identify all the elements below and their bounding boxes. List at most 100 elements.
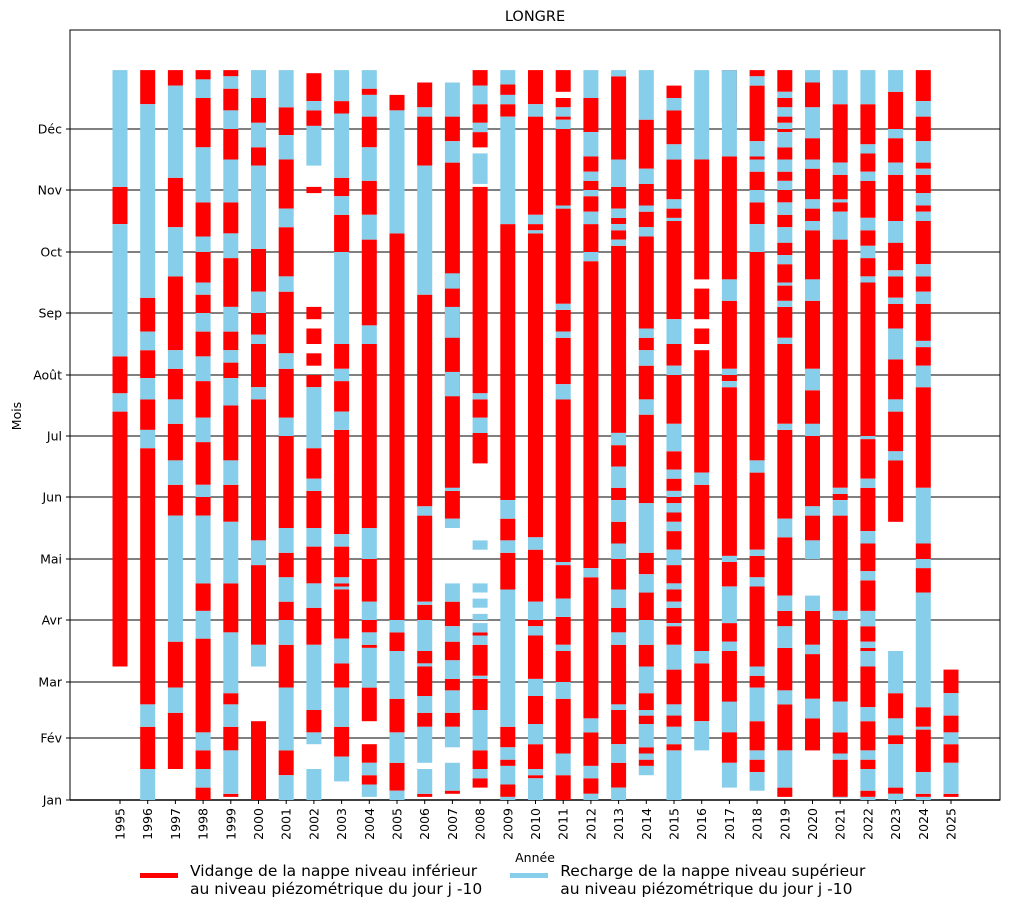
x-tick-label: 2010 — [528, 808, 543, 840]
bar-segment-vidange-2015 — [666, 85, 682, 98]
bar-segment-recharge-2022 — [860, 641, 876, 648]
x-tick-label: 2006 — [417, 808, 432, 840]
bar-segment-vidange-2006 — [417, 82, 433, 108]
bar-segment-recharge-2004 — [361, 70, 377, 89]
bar-segment-vidange-2004 — [361, 116, 377, 148]
bar-segment-recharge-2011 — [555, 205, 571, 209]
bar-segment-recharge-2011 — [555, 384, 571, 400]
bar-segment-vidange-2020 — [805, 230, 820, 280]
bar-segment-vidange-2015 — [666, 589, 682, 602]
bar-segment-vidange-2008 — [472, 132, 488, 148]
bar-segment-vidange-2020 — [805, 390, 820, 424]
bar-segment-vidange-2000 — [251, 565, 266, 645]
x-tick-label: 1998 — [196, 808, 211, 840]
bar-segment-recharge-2014 — [638, 227, 654, 237]
bar-segment-recharge-2014 — [638, 205, 654, 212]
bar-segment-recharge-1997 — [167, 687, 183, 713]
bar-segment-recharge-2023 — [888, 129, 904, 139]
bar-segment-recharge-1995 — [112, 393, 128, 412]
bar-segment-vidange-2019 — [777, 429, 793, 519]
y-tick-label: Jun — [41, 490, 62, 505]
bar-segment-vidange-2015 — [666, 744, 682, 751]
bar-segment-vidange-2007 — [444, 641, 460, 661]
bar-segment-recharge-2015 — [666, 549, 682, 566]
bar-segment-vidange-2001 — [278, 159, 294, 209]
bar-segment-vidange-2020 — [805, 610, 820, 645]
bar-segment-recharge-1996 — [140, 104, 156, 298]
bar-segment-vidange-2024 — [915, 347, 931, 366]
bar-segment-recharge-2022 — [860, 707, 876, 722]
bar-segment-vidange-2015 — [666, 208, 682, 218]
bar-segment-vidange-2015 — [666, 712, 682, 727]
bar-segment-vidange-2008 — [472, 399, 488, 418]
bar-segment-vidange-2019 — [777, 190, 793, 203]
bar-segment-vidange-2022 — [860, 790, 876, 797]
bar-segment-recharge-2024 — [915, 168, 931, 175]
bar-segment-recharge-2015 — [666, 644, 682, 670]
bar-segment-recharge-2010 — [528, 214, 543, 225]
bar-segment-vidange-2006 — [417, 666, 433, 696]
bar-segment-recharge-2001 — [278, 276, 294, 292]
bar-segment-recharge-2024 — [915, 193, 931, 206]
bar-segment-recharge-2008 — [472, 623, 488, 633]
bar-segment-recharge-2009 — [500, 540, 516, 553]
bar-segment-vidange-2014 — [638, 693, 654, 710]
bar-segment-recharge-2019 — [777, 227, 793, 243]
bar-segment-recharge-2022 — [860, 70, 876, 105]
bar-segment-vidange-2013 — [611, 487, 627, 501]
bar-segment-recharge-2001 — [278, 208, 294, 228]
bar-segment-recharge-2005 — [389, 651, 405, 699]
bar-segment-recharge-2007 — [444, 660, 460, 679]
bar-segment-vidange-1998 — [195, 638, 211, 733]
bar-segment-recharge-1995 — [112, 224, 128, 357]
bar-segment-vidange-1999 — [223, 129, 239, 160]
bar-segment-vidange-2006 — [417, 604, 433, 621]
bar-segment-recharge-2023 — [888, 451, 904, 461]
bar-segment-vidange-2007 — [444, 712, 460, 727]
bar-segment-vidange-2002 — [306, 73, 322, 102]
bar-segment-vidange-2018 — [749, 156, 765, 160]
bar-segment-recharge-2008 — [472, 417, 488, 433]
bar-segment-recharge-2018 — [749, 141, 765, 157]
x-tick-label: 2016 — [694, 808, 709, 840]
bar-segment-vidange-2025 — [943, 744, 959, 763]
bar-segment-recharge-2008 — [472, 675, 488, 679]
bar-segment-vidange-2017 — [721, 562, 737, 587]
bar-segment-vidange-2020 — [805, 82, 820, 108]
bar-segment-recharge-2002 — [306, 478, 322, 491]
bar-segment-vidange-2014 — [638, 211, 654, 228]
bar-segment-vidange-2006 — [417, 515, 433, 602]
chart-title: LONGRE — [505, 9, 565, 25]
bar-segment-vidange-2015 — [666, 344, 682, 366]
bar-segment-recharge-2014 — [638, 753, 654, 760]
bar-segment-recharge-2002 — [306, 387, 322, 449]
bar-segment-vidange-2023 — [888, 303, 904, 329]
bar-segment-vidange-2001 — [278, 552, 294, 578]
bar-segment-vidange-2004 — [361, 344, 377, 528]
bar-segment-vidange-2021 — [832, 515, 848, 611]
bar-segment-recharge-1998 — [195, 236, 211, 252]
bar-segment-recharge-2018 — [749, 224, 765, 252]
bar-segment-recharge-2020 — [805, 70, 820, 83]
bar-segment-recharge-2001 — [278, 135, 294, 160]
bar-segment-recharge-2002 — [306, 583, 322, 608]
bar-segment-recharge-1999 — [223, 350, 239, 363]
bar-segment-vidange-2000 — [251, 344, 266, 388]
bar-segment-recharge-2022 — [860, 217, 876, 231]
bar-segment-recharge-2009 — [500, 70, 516, 85]
bar-segment-recharge-2017 — [721, 762, 737, 788]
bar-segment-vidange-2001 — [278, 227, 294, 277]
bar-segment-recharge-1999 — [223, 110, 239, 129]
bar-segment-vidange-2023 — [888, 91, 904, 129]
bar-segment-vidange-2014 — [638, 592, 654, 620]
bar-segment-vidange-1997 — [167, 177, 183, 228]
x-tick-label: 2009 — [500, 808, 515, 840]
bar-segment-vidange-2002 — [306, 353, 322, 366]
bar-segment-vidange-1999 — [223, 202, 239, 234]
bar-segment-vidange-2011 — [555, 98, 571, 108]
bar-segment-vidange-2021 — [832, 493, 848, 500]
bar-segment-vidange-2006 — [417, 294, 433, 507]
bar-segment-vidange-2008 — [472, 750, 488, 769]
bar-segment-vidange-2022 — [860, 647, 876, 651]
bar-segment-recharge-2010 — [528, 724, 543, 745]
